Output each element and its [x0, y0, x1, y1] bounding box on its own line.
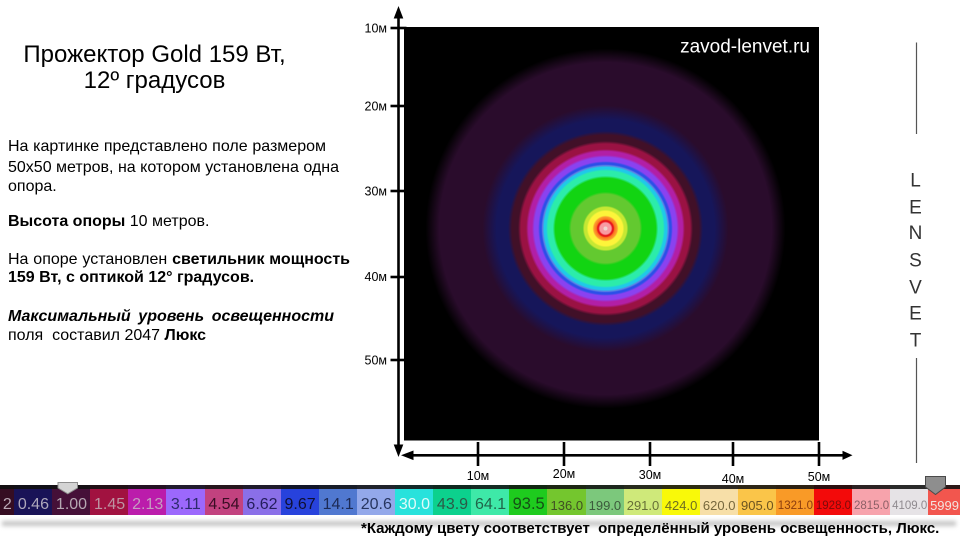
svg-text:L: L	[910, 171, 921, 192]
svg-text:zavod-lenvet.ru: zavod-lenvet.ru	[680, 37, 810, 58]
svg-text:20м: 20м	[365, 100, 388, 114]
svg-text:50м: 50м	[365, 354, 388, 368]
svg-text:30м: 30м	[365, 185, 388, 199]
svg-text:20м: 20м	[553, 467, 576, 481]
svg-text:E: E	[909, 304, 922, 325]
svg-text:40м: 40м	[722, 472, 745, 486]
svg-text:E: E	[909, 198, 922, 219]
svg-text:40м: 40м	[365, 270, 388, 284]
svg-text:30м: 30м	[639, 468, 662, 482]
svg-text:10м: 10м	[467, 469, 490, 483]
svg-text:S: S	[909, 251, 922, 272]
svg-text:10м: 10м	[365, 22, 388, 36]
svg-text:V: V	[909, 278, 922, 299]
svg-text:50м: 50м	[808, 470, 831, 484]
svg-text:N: N	[909, 223, 923, 244]
svg-text:T: T	[910, 331, 922, 352]
